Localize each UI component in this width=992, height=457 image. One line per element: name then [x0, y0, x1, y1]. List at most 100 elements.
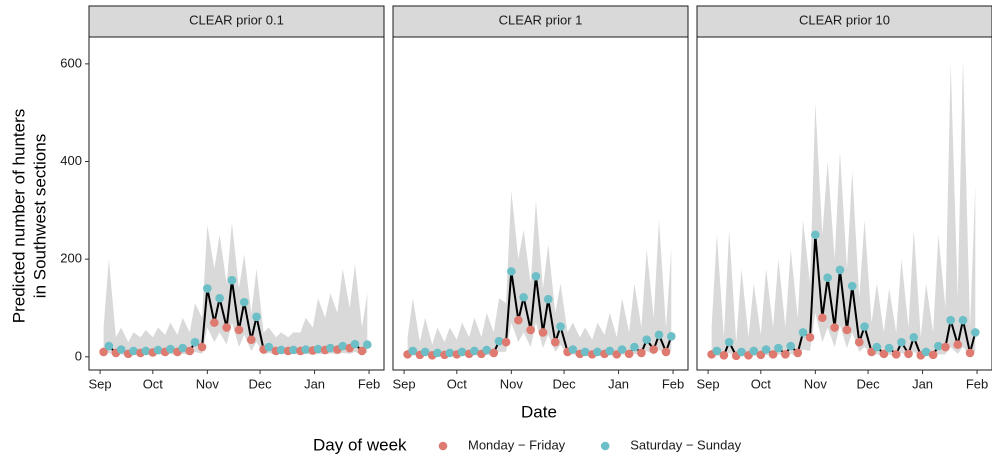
point	[482, 345, 492, 355]
point	[215, 293, 224, 303]
point	[872, 342, 882, 352]
point	[897, 337, 906, 347]
x-tick-label: Feb	[966, 376, 988, 391]
panel-border	[88, 36, 385, 371]
point	[854, 337, 864, 347]
panel-border	[392, 36, 689, 371]
strip	[392, 5, 689, 38]
point	[835, 265, 845, 275]
point	[953, 340, 963, 349]
y-tick-label: 600	[60, 55, 82, 70]
x-tick-label: Nov	[500, 376, 524, 391]
point	[781, 350, 790, 359]
point	[227, 275, 237, 285]
point	[811, 230, 820, 240]
point	[934, 341, 943, 351]
point	[408, 346, 418, 356]
point	[617, 345, 627, 354]
panel-title: CLEAR prior 1	[499, 12, 583, 27]
point	[654, 330, 664, 340]
confidence-band	[103, 222, 368, 357]
x-tick-label: Dec	[248, 376, 272, 391]
point	[921, 347, 931, 357]
point	[970, 328, 980, 337]
point	[580, 347, 590, 357]
point	[489, 348, 499, 358]
point	[210, 318, 219, 327]
point	[805, 332, 815, 342]
legend-label: Monday − Friday	[468, 437, 566, 452]
point	[774, 343, 783, 353]
point	[965, 348, 975, 358]
x-tick-label: Sep	[697, 376, 720, 391]
point	[185, 346, 195, 356]
point	[649, 345, 659, 354]
point	[129, 346, 138, 356]
legend-title: Day of week	[313, 435, 407, 454]
point	[818, 313, 827, 323]
point	[624, 349, 634, 359]
point	[737, 347, 746, 357]
legend-label: Saturday − Sunday	[630, 437, 741, 452]
x-tick-label: Feb	[662, 376, 684, 391]
point	[445, 348, 455, 358]
panel-title: CLEAR prior 0.1	[189, 12, 284, 27]
point	[860, 322, 869, 331]
point	[239, 297, 249, 307]
point	[891, 350, 901, 359]
x-tick-label: Jan	[304, 376, 325, 391]
x-tick-label: Sep	[89, 376, 112, 391]
point	[543, 294, 553, 304]
point	[234, 325, 244, 335]
x-tick-label: Nov	[804, 376, 828, 391]
point	[494, 336, 504, 346]
legend-key	[438, 441, 448, 451]
x-tick-label: Oct	[143, 376, 164, 391]
point	[457, 347, 467, 357]
point	[514, 315, 523, 325]
strip	[88, 5, 385, 38]
point	[941, 342, 950, 352]
x-tick-label: Dec	[552, 376, 576, 391]
point	[904, 349, 913, 359]
x-tick-label: Feb	[358, 376, 380, 391]
point	[104, 341, 114, 351]
point	[357, 346, 367, 356]
point	[190, 337, 200, 347]
point	[568, 345, 578, 354]
point	[830, 323, 839, 332]
point	[556, 322, 565, 331]
point	[526, 325, 535, 335]
point	[166, 344, 175, 354]
point	[958, 315, 968, 325]
y-axis-title: Predicted number of hunters	[9, 109, 28, 324]
confidence-band	[711, 58, 976, 357]
point	[630, 342, 639, 352]
x-tick-label: Nov	[196, 376, 220, 391]
point	[712, 346, 722, 356]
point	[756, 350, 766, 360]
x-tick-label: Sep	[393, 376, 416, 391]
panel-border	[696, 36, 992, 371]
point	[928, 350, 938, 360]
x-tick-label: Jan	[608, 376, 629, 391]
point	[538, 328, 548, 337]
point	[301, 345, 311, 354]
point	[842, 325, 852, 335]
point	[276, 345, 286, 355]
point	[141, 346, 151, 356]
point	[246, 335, 256, 345]
y-tick-label: 400	[60, 153, 82, 168]
point	[350, 339, 360, 349]
point	[289, 345, 298, 355]
point	[884, 343, 894, 353]
point	[252, 312, 261, 322]
point	[203, 284, 212, 293]
point	[531, 271, 541, 281]
point	[197, 342, 207, 352]
x-tick-label: Dec	[856, 376, 880, 391]
point	[761, 345, 771, 354]
point	[847, 281, 857, 291]
point	[178, 343, 188, 353]
